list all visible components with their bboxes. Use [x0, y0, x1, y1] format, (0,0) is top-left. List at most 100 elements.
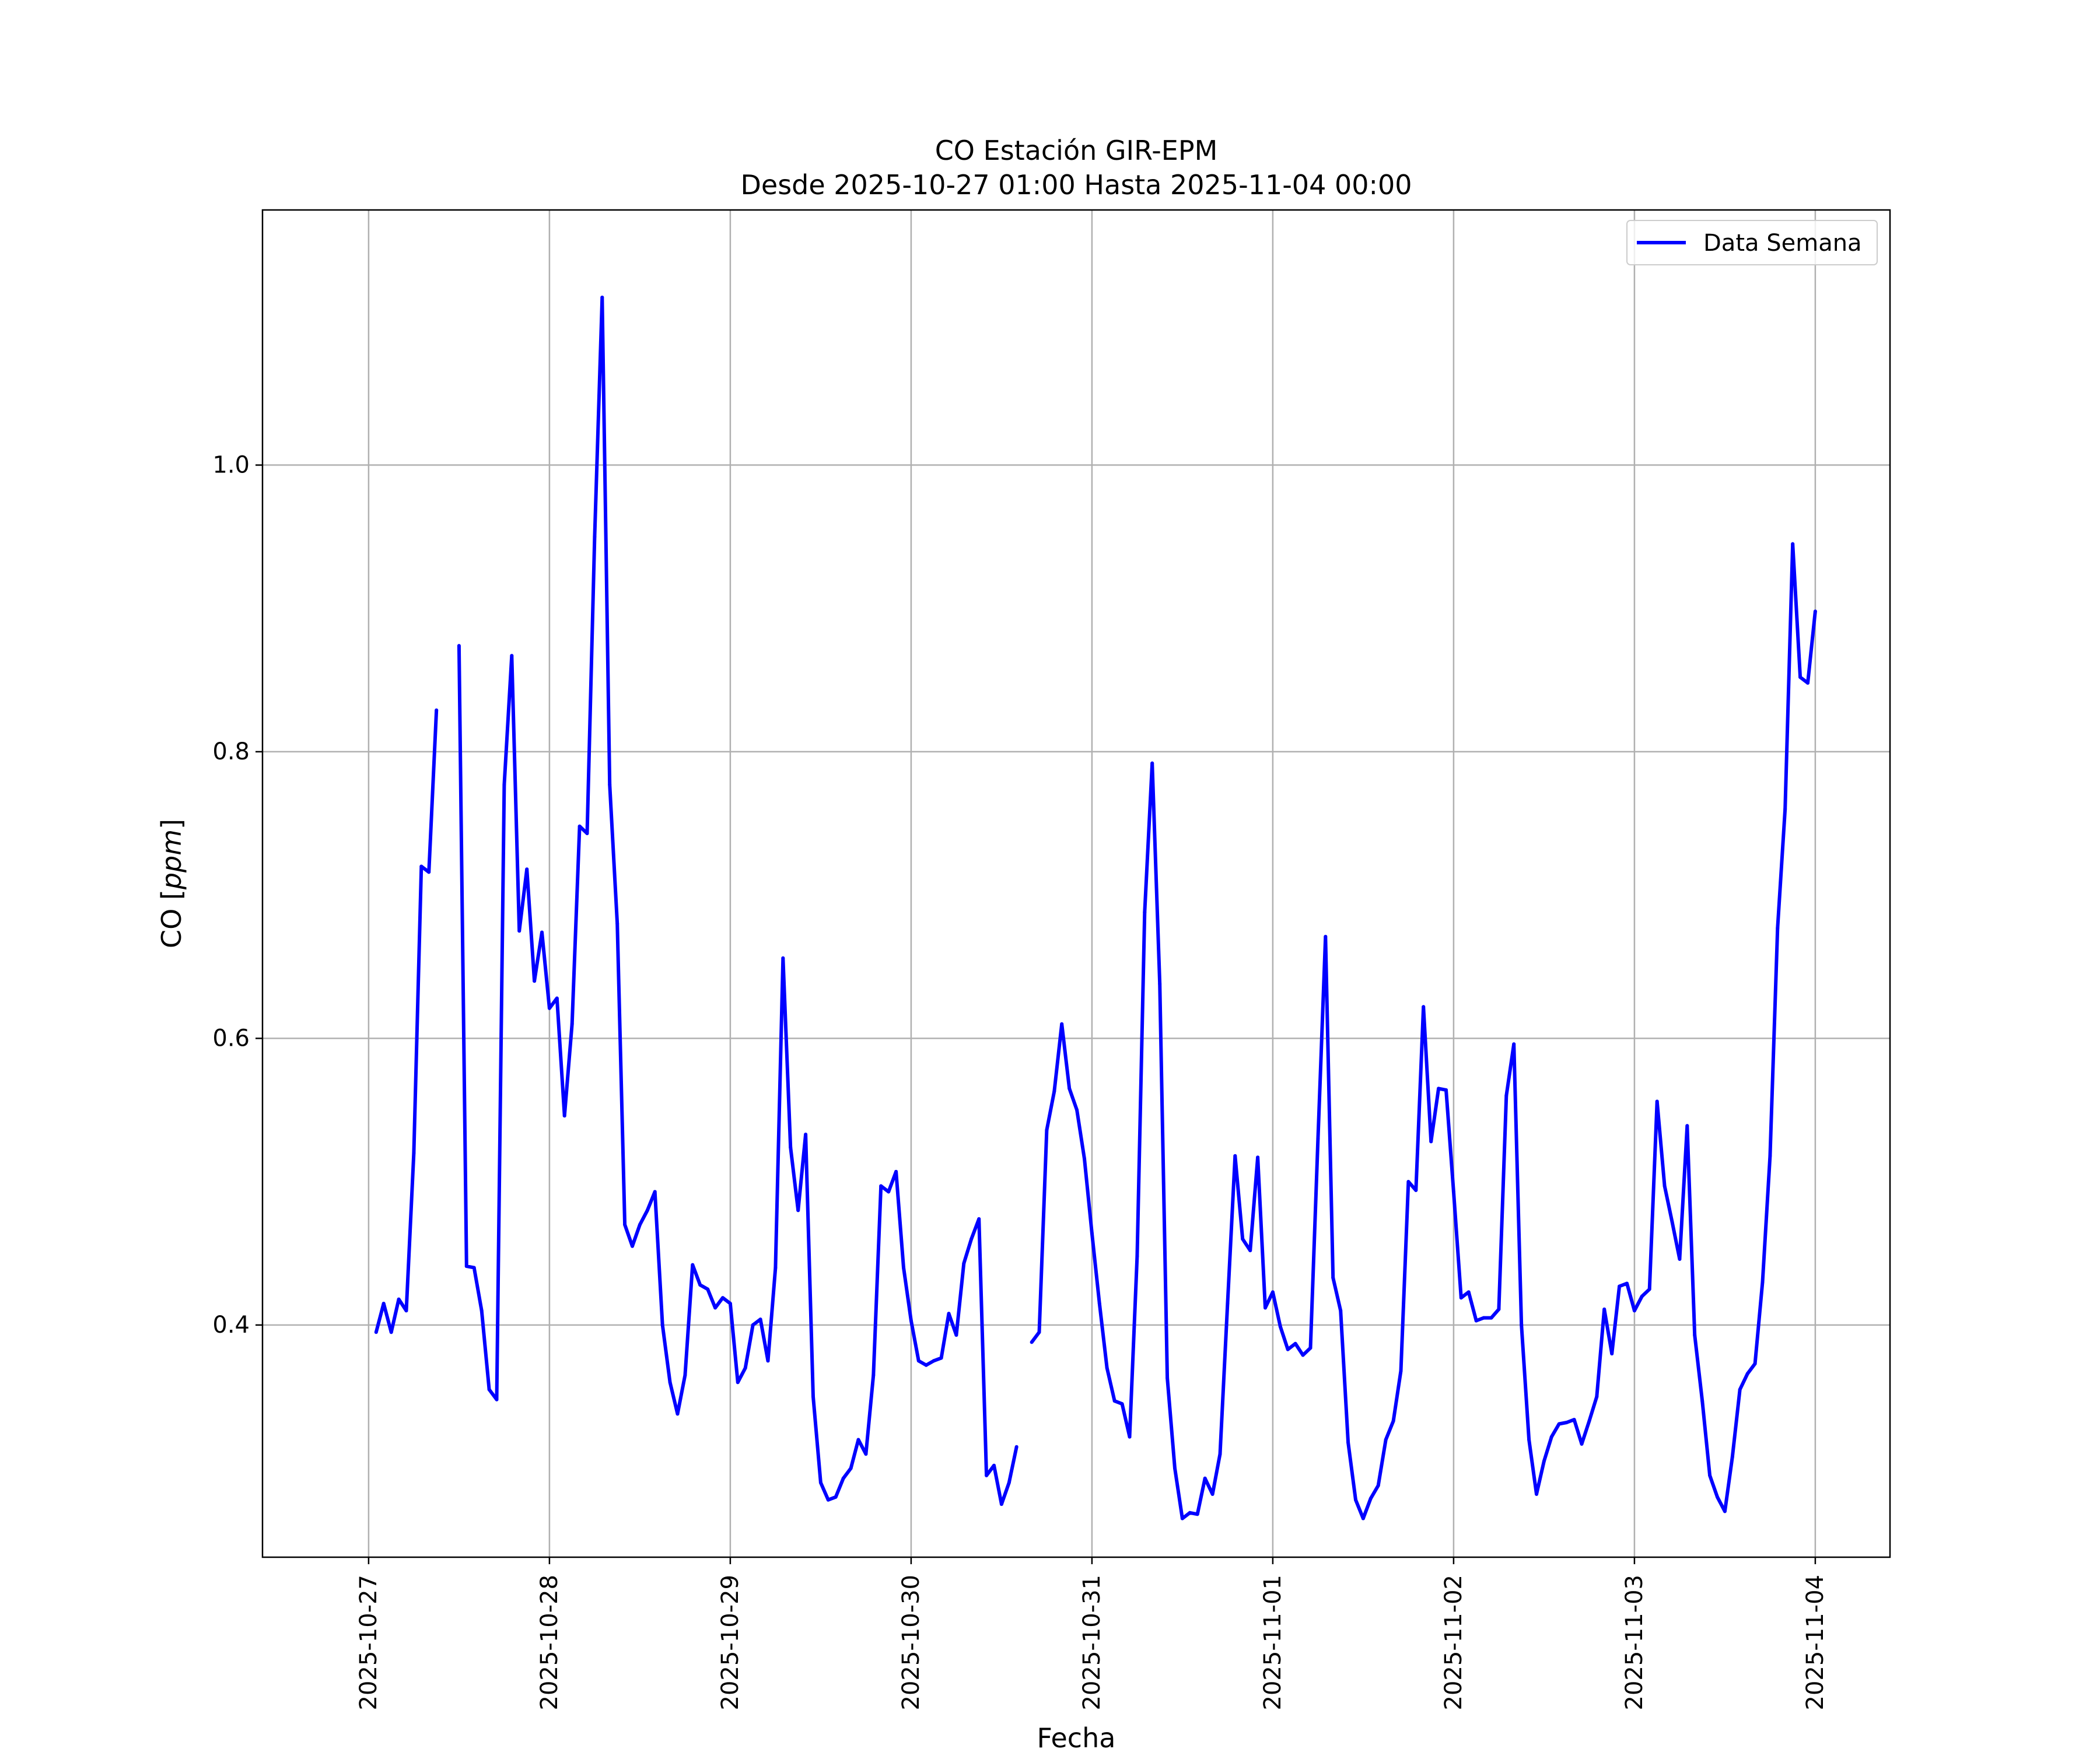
data-point — [1158, 982, 1162, 986]
y-tick-label: 0.8 — [212, 738, 250, 765]
data-point — [1474, 1319, 1478, 1323]
y-axis-label-name: CO — [156, 909, 187, 948]
data-point — [826, 1498, 830, 1502]
data-point — [472, 1266, 476, 1270]
data-point — [623, 1222, 627, 1227]
data-point — [1226, 1302, 1230, 1305]
data-point — [585, 832, 589, 835]
data-point — [1662, 1184, 1667, 1188]
y-tick-label: 1.0 — [212, 451, 250, 478]
data-point — [1535, 1492, 1538, 1496]
data-point — [1760, 1280, 1765, 1284]
data-point — [1301, 1353, 1305, 1357]
data-point — [533, 979, 537, 983]
y-tick-label: 0.4 — [212, 1312, 250, 1338]
data-point — [615, 921, 620, 926]
data-point — [1572, 1418, 1576, 1422]
data-point — [1444, 1088, 1448, 1092]
data-point — [1361, 1516, 1365, 1520]
data-point — [653, 1190, 657, 1194]
data-point — [1813, 609, 1817, 614]
data-point — [698, 1283, 702, 1287]
data-point — [1195, 1512, 1199, 1516]
data-point — [1331, 1276, 1335, 1280]
data-point — [691, 1263, 695, 1267]
data-point — [1776, 926, 1780, 930]
data-point — [570, 1022, 574, 1026]
data-point — [1406, 1180, 1410, 1184]
legend-label: Data Semana — [1703, 230, 1862, 257]
data-point — [1716, 1495, 1719, 1499]
data-point — [1520, 1323, 1524, 1327]
data-point — [1354, 1498, 1357, 1502]
data-point — [856, 1438, 860, 1442]
data-point — [1376, 1484, 1380, 1488]
data-point — [1753, 1362, 1757, 1366]
data-point — [1218, 1452, 1222, 1456]
data-point — [970, 1237, 974, 1241]
data-point — [660, 1323, 664, 1327]
data-point — [1459, 1296, 1463, 1300]
data-point — [1806, 681, 1810, 685]
data-point — [743, 1366, 747, 1370]
data-point — [1791, 542, 1795, 546]
grid-lines — [262, 210, 1890, 1557]
chart-title: CO Estación GIR-EPM — [935, 135, 1218, 166]
data-point — [1738, 1387, 1742, 1392]
data-point — [1437, 1087, 1441, 1091]
data-point — [758, 1317, 762, 1322]
data-point — [1052, 1089, 1056, 1094]
data-point — [1730, 1455, 1734, 1459]
data-point — [593, 535, 597, 539]
data-point — [517, 929, 522, 933]
data-point — [962, 1262, 966, 1266]
data-point — [1512, 1042, 1516, 1046]
data-point — [1368, 1497, 1373, 1501]
data-point — [547, 1006, 551, 1010]
data-point — [1685, 1124, 1689, 1128]
data-point — [1595, 1394, 1599, 1399]
data-point — [638, 1222, 642, 1227]
data-point — [713, 1306, 718, 1310]
data-point — [1150, 761, 1154, 765]
data-point — [887, 1190, 891, 1194]
data-point — [804, 1133, 808, 1137]
legend-box — [1626, 220, 1878, 265]
data-point — [645, 1208, 649, 1213]
data-point — [1278, 1324, 1282, 1329]
data-point — [1128, 1435, 1132, 1439]
data-point — [909, 1319, 913, 1323]
data-point — [1527, 1438, 1531, 1442]
data-point — [502, 783, 506, 787]
data-point — [1097, 1302, 1101, 1305]
data-point — [397, 1297, 401, 1301]
data-point — [457, 644, 461, 648]
data-point — [1324, 934, 1328, 938]
data-point — [427, 870, 431, 874]
data-point — [540, 930, 544, 934]
data-point — [766, 1359, 770, 1363]
data-point — [992, 1463, 996, 1467]
data-point — [924, 1363, 928, 1367]
data-point — [1241, 1237, 1245, 1241]
data-point — [894, 1169, 898, 1173]
data-point — [487, 1387, 491, 1392]
data-point — [751, 1323, 755, 1327]
data-point — [1723, 1509, 1727, 1513]
data-point — [1308, 1346, 1312, 1350]
data-point — [1030, 1340, 1034, 1344]
data-point — [1339, 1309, 1343, 1313]
data-point — [1451, 1190, 1455, 1194]
data-point — [932, 1359, 936, 1363]
data-point — [1256, 1155, 1260, 1159]
data-point — [562, 1114, 566, 1118]
y-tick-label: 0.6 — [212, 1025, 250, 1052]
data-point — [555, 996, 559, 1000]
data-point — [1399, 1369, 1403, 1373]
data-point — [1602, 1307, 1606, 1311]
data-point — [954, 1333, 958, 1337]
data-point — [841, 1476, 845, 1480]
data-point — [1188, 1511, 1192, 1515]
data-point — [811, 1394, 815, 1399]
